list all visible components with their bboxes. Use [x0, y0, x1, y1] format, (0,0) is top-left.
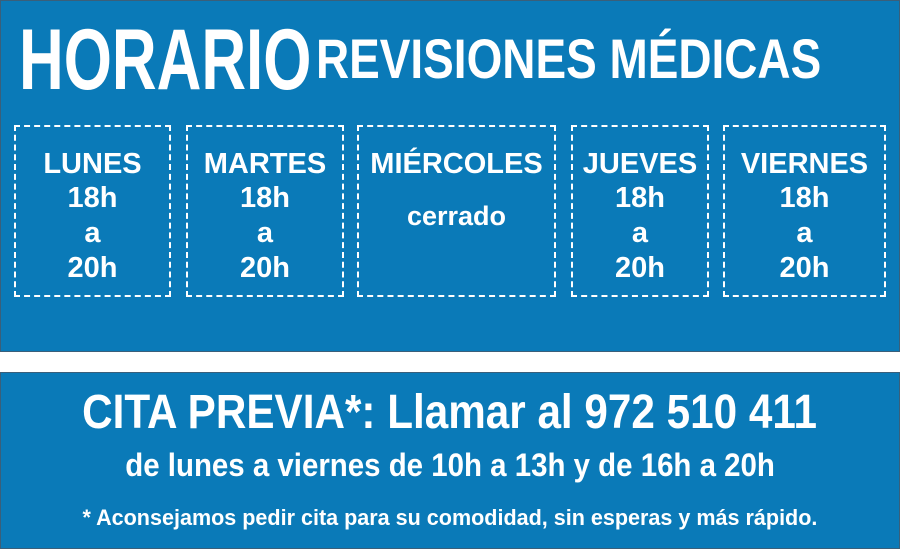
day-from: 18h — [240, 182, 290, 214]
day-sep: a — [256, 217, 274, 249]
appointment-panel: CITA PREVIA*: Llamar al 972 510 411 de l… — [0, 372, 900, 549]
day-sep: a — [796, 217, 813, 249]
day-status: cerrado — [406, 201, 507, 231]
appointment-note: * Aconsejamos pedir cita para su comodid… — [82, 505, 818, 530]
day-name: LUNES — [43, 148, 142, 180]
day-name: JUEVES — [582, 148, 698, 180]
day-to: 20h — [779, 252, 830, 284]
day-name: MARTES — [203, 148, 327, 180]
day-sep: a — [84, 217, 101, 249]
day-box-jueves: JUEVES 18h a 20h — [571, 125, 709, 297]
title-main: HORARIO — [19, 12, 312, 108]
day-box-lunes: LUNES 18h a 20h — [14, 125, 171, 297]
day-to: 20h — [615, 252, 665, 284]
appointment-hours-row: de lunes a viernes de 10h a 13h y de 16h… — [1, 445, 899, 485]
day-name: VIERNES — [740, 148, 869, 180]
day-box-miercoles: MIÉRCOLES cerrado — [357, 125, 556, 297]
day-to: 20h — [240, 252, 290, 284]
appointment-headline: CITA PREVIA*: Llamar al 972 510 411 — [82, 386, 818, 439]
day-box-martes: MARTES 18h a 20h — [186, 125, 344, 297]
title-sub: REVISIONES MÉDICAS — [316, 27, 822, 90]
appointment-hours: de lunes a viernes de 10h a 13h y de 16h… — [125, 447, 775, 483]
day-from: 18h — [615, 182, 665, 214]
day-box-viernes: VIERNES 18h a 20h — [723, 125, 886, 297]
appointment-note-row: * Aconsejamos pedir cita para su comodid… — [1, 503, 899, 533]
day-from: 18h — [67, 182, 118, 214]
day-to: 20h — [67, 252, 118, 284]
page-title: HORARIO — [19, 15, 425, 105]
appointment-headline-row: CITA PREVIA*: Llamar al 972 510 411 — [1, 385, 899, 441]
schedule-panel: HORARIO REVISIONES MÉDICAS LUNES 18h a 2… — [0, 0, 900, 352]
day-name: MIÉRCOLES — [370, 148, 543, 180]
day-sep: a — [631, 217, 649, 249]
day-from: 18h — [779, 182, 830, 214]
